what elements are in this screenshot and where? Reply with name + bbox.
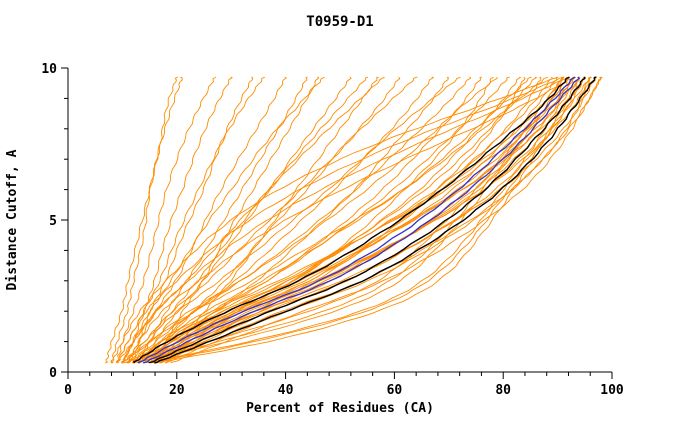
model-curve-orange [131, 76, 472, 364]
chart-title: T0959-D1 [306, 14, 373, 30]
model-curve-orange [121, 76, 461, 364]
y-tick-label: 5 [49, 214, 57, 229]
model-curve-orange [152, 76, 319, 364]
model-curve-orange [136, 76, 435, 364]
y-tick-label: 0 [49, 366, 57, 381]
model-curve-orange [110, 77, 558, 364]
model-curve-black [154, 76, 597, 364]
model-curve-blue [143, 76, 580, 364]
model-curve-orange [138, 76, 576, 364]
model-curve-orange [120, 76, 233, 364]
model-curve-orange [144, 76, 581, 364]
y-tick-label: 10 [41, 62, 57, 77]
x-tick-label: 100 [600, 383, 624, 398]
model-curve-orange [165, 76, 593, 364]
series-blue-models [137, 76, 580, 364]
model-curve-blue [137, 76, 577, 364]
model-curve-orange [137, 76, 308, 364]
model-curve-orange [121, 76, 568, 364]
curves-layer [104, 76, 603, 364]
model-curve-black [148, 76, 586, 364]
model-curve-orange [149, 76, 597, 364]
model-curve-orange [142, 76, 352, 364]
model-curve-orange [148, 77, 401, 364]
model-curve-orange [170, 76, 603, 364]
x-tick-label: 40 [278, 383, 294, 398]
model-curve-orange [121, 76, 548, 363]
x-tick-label: 80 [495, 383, 511, 398]
x-axis-label: Percent of Residues (CA) [246, 401, 434, 416]
ticks-layer [61, 67, 613, 379]
tick-labels-layer: 0 20 40 60 80 100 0 5 10 [41, 62, 624, 398]
model-curve-black [132, 76, 570, 364]
model-curve-orange [115, 76, 217, 364]
model-curve-orange [132, 76, 575, 364]
model-curve-orange [165, 76, 379, 364]
model-curve-orange [155, 77, 586, 364]
x-tick-label: 60 [387, 383, 403, 398]
x-tick-label: 20 [169, 383, 185, 398]
model-curve-orange [147, 76, 581, 364]
model-curve-orange [126, 76, 575, 364]
model-curve-orange [149, 76, 592, 364]
model-curve-orange [116, 76, 565, 364]
y-axis-label: Distance Cutoff, A [5, 149, 20, 290]
x-tick-label: 0 [64, 383, 72, 398]
model-curve-orange [104, 76, 183, 364]
model-curve-orange [126, 76, 498, 363]
series-black-models [132, 76, 597, 364]
model-curve-orange [125, 76, 575, 364]
model-curve-orange [110, 76, 179, 364]
series-orange-models [104, 76, 603, 364]
